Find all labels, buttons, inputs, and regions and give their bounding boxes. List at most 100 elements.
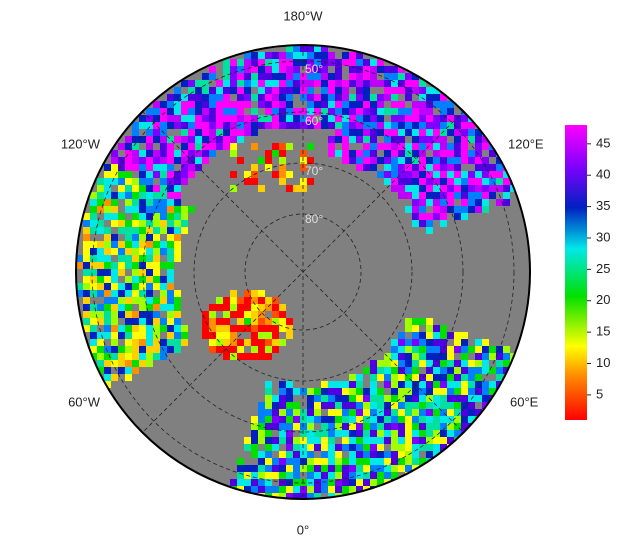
map-cell [447,178,454,185]
map-cell [265,332,272,339]
map-cell [412,353,419,360]
map-cell [370,136,377,143]
map-cell [286,45,293,52]
map-cell [237,353,244,360]
map-cell [433,360,440,367]
map-cell [419,220,426,227]
map-cell [454,430,461,437]
map-cell [181,136,188,143]
map-cell [461,129,468,136]
map-cell [391,402,398,409]
map-cell [188,122,195,129]
map-cell [286,122,293,129]
map-cell [433,444,440,451]
map-cell [286,458,293,465]
map-cell [272,80,279,87]
map-cell [314,465,321,472]
map-cell [118,346,125,353]
map-cell [335,94,342,101]
map-cell [405,157,412,164]
map-cell [160,297,167,304]
map-cell [181,143,188,150]
map-cell [335,73,342,80]
map-cell [293,458,300,465]
map-cell [307,87,314,94]
map-cell [272,52,279,59]
lon-label: 120°E [508,136,544,151]
map-cell [475,150,482,157]
map-cell [153,129,160,136]
map-cell [251,129,258,136]
map-cell [447,157,454,164]
map-cell [139,346,146,353]
map-cell [342,157,349,164]
map-cell [300,423,307,430]
map-cell [111,171,118,178]
map-cell [342,80,349,87]
map-cell [237,479,244,486]
map-cell [118,185,125,192]
map-cell [258,318,265,325]
map-cell [237,136,244,143]
map-cell [195,108,202,115]
map-cell [475,360,482,367]
map-cell [83,304,90,311]
map-cell [258,486,265,493]
map-cell [461,339,468,346]
map-cell [237,458,244,465]
map-cell [146,318,153,325]
map-cell [370,423,377,430]
map-cell [195,136,202,143]
map-cell [223,339,230,346]
map-cell [251,94,258,101]
map-cell [132,367,139,374]
map-cell [377,444,384,451]
map-cell [433,430,440,437]
map-cell [398,185,405,192]
map-cell [349,458,356,465]
map-cell [321,45,328,52]
map-cell [279,493,286,499]
map-cell [146,206,153,213]
map-cell [230,73,237,80]
map-cell [132,353,139,360]
map-cell [125,185,132,192]
map-cell [153,346,160,353]
map-cell [314,409,321,416]
map-cell [335,59,342,66]
map-cell [342,437,349,444]
map-cell [279,94,286,101]
map-cell [468,185,475,192]
map-cell [447,402,454,409]
map-cell [125,276,132,283]
map-cell [412,164,419,171]
map-cell [300,80,307,87]
map-cell [202,150,209,157]
map-cell [349,52,356,59]
map-cell [440,199,447,206]
map-cell [111,234,118,241]
map-cell [265,80,272,87]
map-cell [265,472,272,479]
map-cell [412,129,419,136]
map-cell [153,220,160,227]
map-cell [132,262,139,269]
map-cell [307,416,314,423]
map-cell [293,185,300,192]
map-cell [398,458,405,465]
map-cell [181,101,188,108]
map-cell [279,486,286,493]
map-cell [202,157,209,164]
map-cell [419,444,426,451]
map-cell [258,115,265,122]
map-cell [314,45,321,52]
map-cell [139,213,146,220]
map-cell [300,164,307,171]
map-cell [153,101,160,108]
map-cell [349,437,356,444]
map-cell [475,339,482,346]
map-cell [174,332,181,339]
map-cell [251,318,258,325]
map-cell [412,332,419,339]
map-cell [419,381,426,388]
